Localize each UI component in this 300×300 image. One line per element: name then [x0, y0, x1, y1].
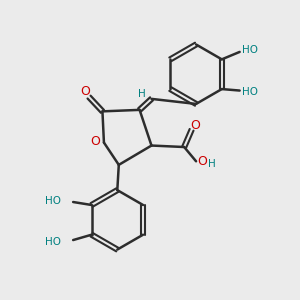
Text: HO: HO [242, 87, 258, 97]
Text: HO: HO [45, 196, 61, 206]
Text: H: H [208, 159, 215, 169]
Text: O: O [197, 155, 207, 168]
Text: O: O [91, 136, 100, 148]
Text: O: O [81, 85, 90, 98]
Text: O: O [190, 119, 200, 132]
Text: HO: HO [242, 44, 258, 55]
Text: HO: HO [45, 237, 61, 248]
Text: H: H [138, 88, 146, 98]
